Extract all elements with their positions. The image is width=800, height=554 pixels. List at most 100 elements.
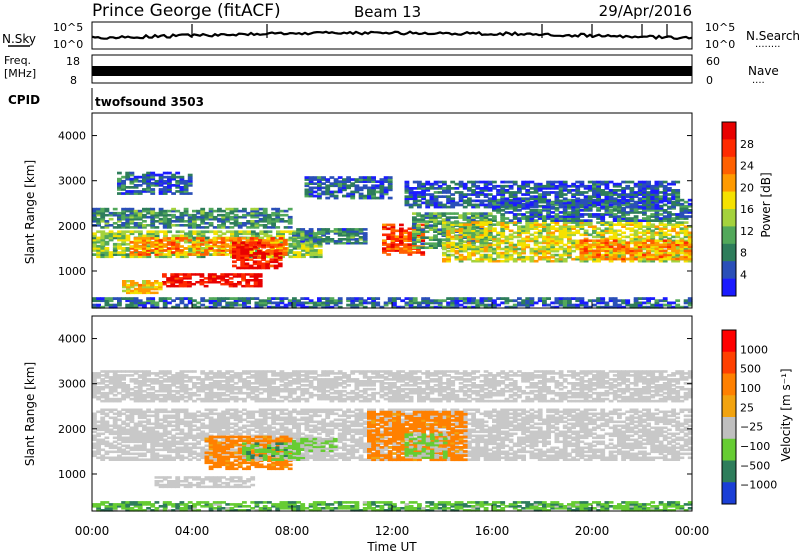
power-cell-15 [571,303,576,307]
power-cell-9 [458,223,464,226]
power-cell-15 [358,299,364,303]
velocity-cells [92,370,693,512]
power-cell-9 [621,249,626,253]
power-cell-0 [104,234,110,238]
power-cell-11 [554,215,560,218]
power-cell-10 [592,253,597,257]
power-cell-8 [458,214,464,217]
power-cell-13 [333,184,339,188]
power-cell-9 [446,227,451,230]
power-cell-3 [199,282,205,286]
power-cell-5 [133,209,139,213]
power-cell-15 [112,305,118,309]
power-cell-14 [454,182,460,186]
power-cell-14 [662,203,668,207]
power-cell-14 [596,193,601,196]
power-cell-9 [467,257,472,261]
power-cell-10 [579,239,585,242]
power-cell-5 [121,222,126,225]
velocity-cell-0 [158,458,164,461]
power-cell-13 [371,184,376,188]
power-cell-13 [358,188,364,192]
velocity-cell-0 [146,418,151,422]
power-cell-15 [392,301,397,305]
power-cell-15 [583,303,589,307]
power-cell-15 [225,305,231,309]
power-cell-9 [587,225,593,228]
power-cell-9 [642,229,647,233]
power-cell-9 [629,229,635,233]
power-cell-0 [234,230,239,234]
power-cell-15 [325,299,331,303]
power-cell-7 [399,229,404,233]
velocity-cell-0 [112,430,118,434]
power-cell-11 [654,213,660,216]
power-cell-9 [671,225,676,228]
power-cell-5 [100,207,106,211]
power-cell-11 [658,213,664,216]
power-cell-9 [479,259,485,263]
power-cell-15 [367,297,372,300]
power-cell-0 [121,238,127,242]
velocity-cell-0 [154,452,160,456]
power-cell-9 [458,243,464,247]
power-cell-13 [317,188,322,192]
power-cell-12 [154,181,160,185]
power-cell-9 [492,249,497,253]
power-cell-8 [428,216,434,219]
power-cell-0 [179,255,185,259]
power-cell-9 [679,237,685,241]
power-cell-5 [287,207,293,211]
power-cell-0 [196,249,202,252]
power-cell-9 [517,251,522,255]
power-cell-5 [137,209,143,213]
power-cell-14 [629,205,635,209]
velocity-cell-0 [121,440,126,444]
power-cell-7 [390,233,396,237]
power-cell-2 [252,256,258,259]
power-cell-3 [245,273,251,276]
power-cell-7 [403,245,408,248]
power-cell-11 [504,211,510,214]
power-cell-1 [270,237,276,240]
power-cell-9 [537,247,543,251]
power-cell-15 [300,301,306,305]
power-cell-10 [658,243,664,247]
power-cell-12 [137,184,143,187]
power-cell-9 [512,221,518,224]
power-cell-15 [250,297,256,300]
beam-label: Beam 13 [354,3,421,21]
power-cell-9 [567,249,572,253]
power-cell-5 [279,217,285,221]
velocity-cell-0 [150,452,156,456]
power-cell-15 [612,301,618,305]
power-cell-13 [312,190,318,194]
power-cell-14 [458,191,464,194]
power-cell-5 [121,224,126,227]
power-cell-12 [167,175,172,179]
power-cell-15 [221,299,226,303]
power-cell-7 [403,247,408,250]
power-cell-5 [212,209,218,213]
power-cell-2 [257,264,262,268]
power-cell-15 [579,297,585,300]
power-cell-11 [675,215,681,218]
power-cell-4 [142,287,147,291]
power-cell-4 [146,289,151,293]
velocity-cell-0 [92,426,97,430]
power-cell-15 [608,297,614,300]
power-cell-6 [321,240,326,243]
power-cell-8 [433,228,438,231]
velocity-cell-0 [125,436,131,440]
power-cell-14 [537,193,543,196]
power-cell-11 [575,211,581,214]
power-cell-10 [612,249,618,253]
power-cell-9 [629,241,635,245]
power-cell-0 [301,236,306,240]
power-cell-5 [250,209,256,213]
power-cell-10 [675,243,681,247]
power-cell-14 [612,184,618,188]
power-cell-15 [546,297,551,300]
power-cell-14 [529,187,535,190]
power-cell-14 [617,195,622,198]
